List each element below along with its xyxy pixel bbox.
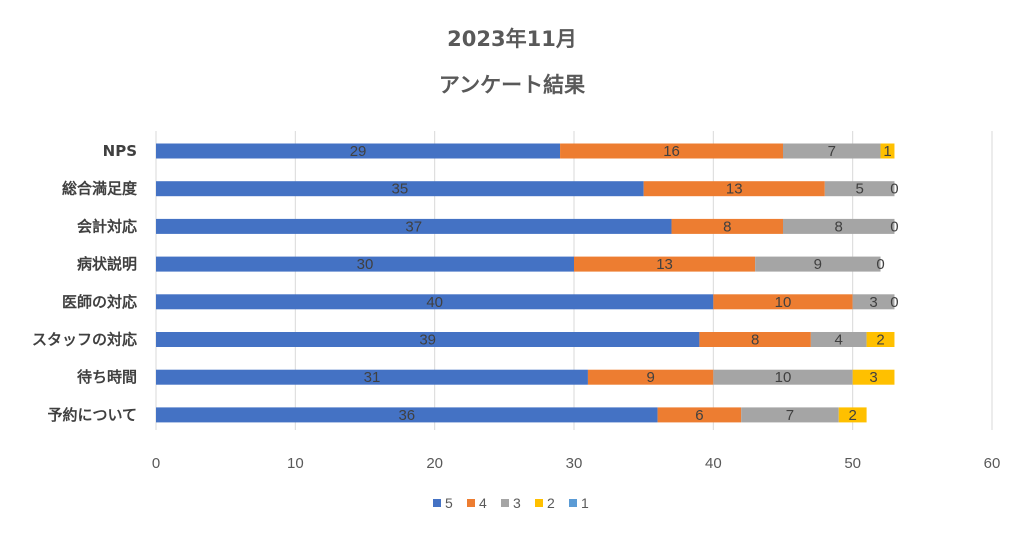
data-label: 16 [663, 143, 680, 160]
data-label: 0 [890, 218, 898, 235]
data-label: 13 [656, 256, 673, 273]
data-label: 3 [869, 294, 877, 311]
data-label: 8 [835, 218, 843, 235]
legend-label: 5 [445, 495, 453, 511]
data-label: 13 [726, 181, 743, 198]
x-tick-label: 10 [287, 455, 304, 472]
data-label: 35 [391, 181, 408, 198]
category-label: スタッフの対応 [32, 331, 137, 349]
data-label: 7 [786, 407, 794, 424]
bar-segment [713, 369, 853, 385]
chart-title-line1: 2023年11月 [447, 27, 577, 51]
category-label: 待ち時間 [77, 368, 137, 386]
bar-segments: 29 16 7 135 13 5 037 8 8 030 13 9 040 10 3 039 8 4 231 9 10 3… [156, 143, 899, 424]
bar-segment [783, 218, 895, 234]
data-label: 0 [890, 294, 898, 311]
data-label: 39 [419, 332, 436, 349]
bar-segment [156, 369, 588, 385]
x-tick-label: 20 [426, 455, 443, 472]
bar-segment [741, 407, 839, 423]
legend-swatch [569, 499, 577, 507]
data-label: 9 [814, 256, 822, 273]
data-label: 6 [695, 407, 703, 424]
bar-segment [156, 143, 561, 159]
chart-title-line2: アンケート結果 [439, 73, 585, 97]
bar-segment [713, 294, 853, 310]
legend-swatch [501, 499, 509, 507]
bar-segment [755, 256, 881, 272]
bar-segment [852, 369, 895, 385]
category-label: 予約について [47, 406, 137, 424]
x-tick-label: 0 [152, 455, 160, 472]
legend-label: 3 [513, 495, 521, 511]
data-label: 8 [751, 332, 759, 349]
bar-segment [852, 294, 895, 310]
x-tick-label: 40 [705, 455, 722, 472]
bar-segment [156, 294, 714, 310]
category-label: 医師の対応 [62, 293, 137, 311]
data-label: 2 [848, 407, 856, 424]
data-label: 31 [364, 369, 381, 386]
bar-segment [156, 256, 574, 272]
data-label: 10 [775, 369, 792, 386]
bar-segment [156, 407, 658, 423]
data-label: 1 [883, 143, 891, 160]
legend-swatch [467, 499, 475, 507]
legend-swatch [433, 499, 441, 507]
bar-segment [838, 407, 867, 423]
x-axis-tick-labels: 0 10 20 30 40 50 60 [152, 455, 1001, 472]
legend-label: 4 [479, 495, 487, 511]
legend-label: 2 [547, 495, 555, 511]
bar-segment [574, 256, 756, 272]
data-label: 36 [398, 407, 415, 424]
x-tick-label: 50 [844, 455, 861, 472]
data-label: 3 [869, 369, 877, 386]
bar-segment [783, 143, 881, 159]
data-label: 29 [350, 143, 367, 160]
legend: 5 4 3 2 1 [433, 495, 589, 511]
category-label: 会計対応 [77, 217, 137, 235]
bar-segment [156, 218, 672, 234]
data-label: 9 [646, 369, 654, 386]
bar-segment [866, 332, 895, 347]
bar-segment [560, 143, 783, 159]
bar-segment [587, 369, 714, 385]
category-label: 病状説明 [77, 255, 137, 273]
data-label: 0 [890, 181, 898, 198]
data-label: 8 [723, 218, 731, 235]
bar-segment [657, 407, 742, 423]
data-label: 40 [426, 294, 443, 311]
data-label: 0 [876, 256, 884, 273]
bar-segment [156, 332, 700, 347]
x-tick-label: 60 [984, 455, 1001, 472]
bar-segment [671, 218, 783, 234]
legend-label: 1 [581, 495, 589, 511]
category-label: 総合満足度 [62, 180, 138, 198]
bar-segment [156, 181, 644, 197]
data-label: 4 [835, 332, 843, 349]
bar-segment [810, 332, 867, 347]
data-label: 7 [828, 143, 836, 160]
data-label: 10 [775, 294, 792, 311]
data-label: 30 [357, 256, 374, 273]
bar-segment [880, 143, 895, 159]
gridlines [155, 131, 993, 430]
data-label: 2 [876, 332, 884, 349]
legend-swatch [535, 499, 543, 507]
bar-segment [643, 181, 825, 197]
data-label: 37 [405, 218, 422, 235]
bar-segment [699, 332, 811, 347]
category-label: NPS [103, 142, 137, 160]
data-label: 5 [855, 181, 863, 198]
x-tick-label: 30 [566, 455, 583, 472]
bar-segment [824, 181, 895, 197]
